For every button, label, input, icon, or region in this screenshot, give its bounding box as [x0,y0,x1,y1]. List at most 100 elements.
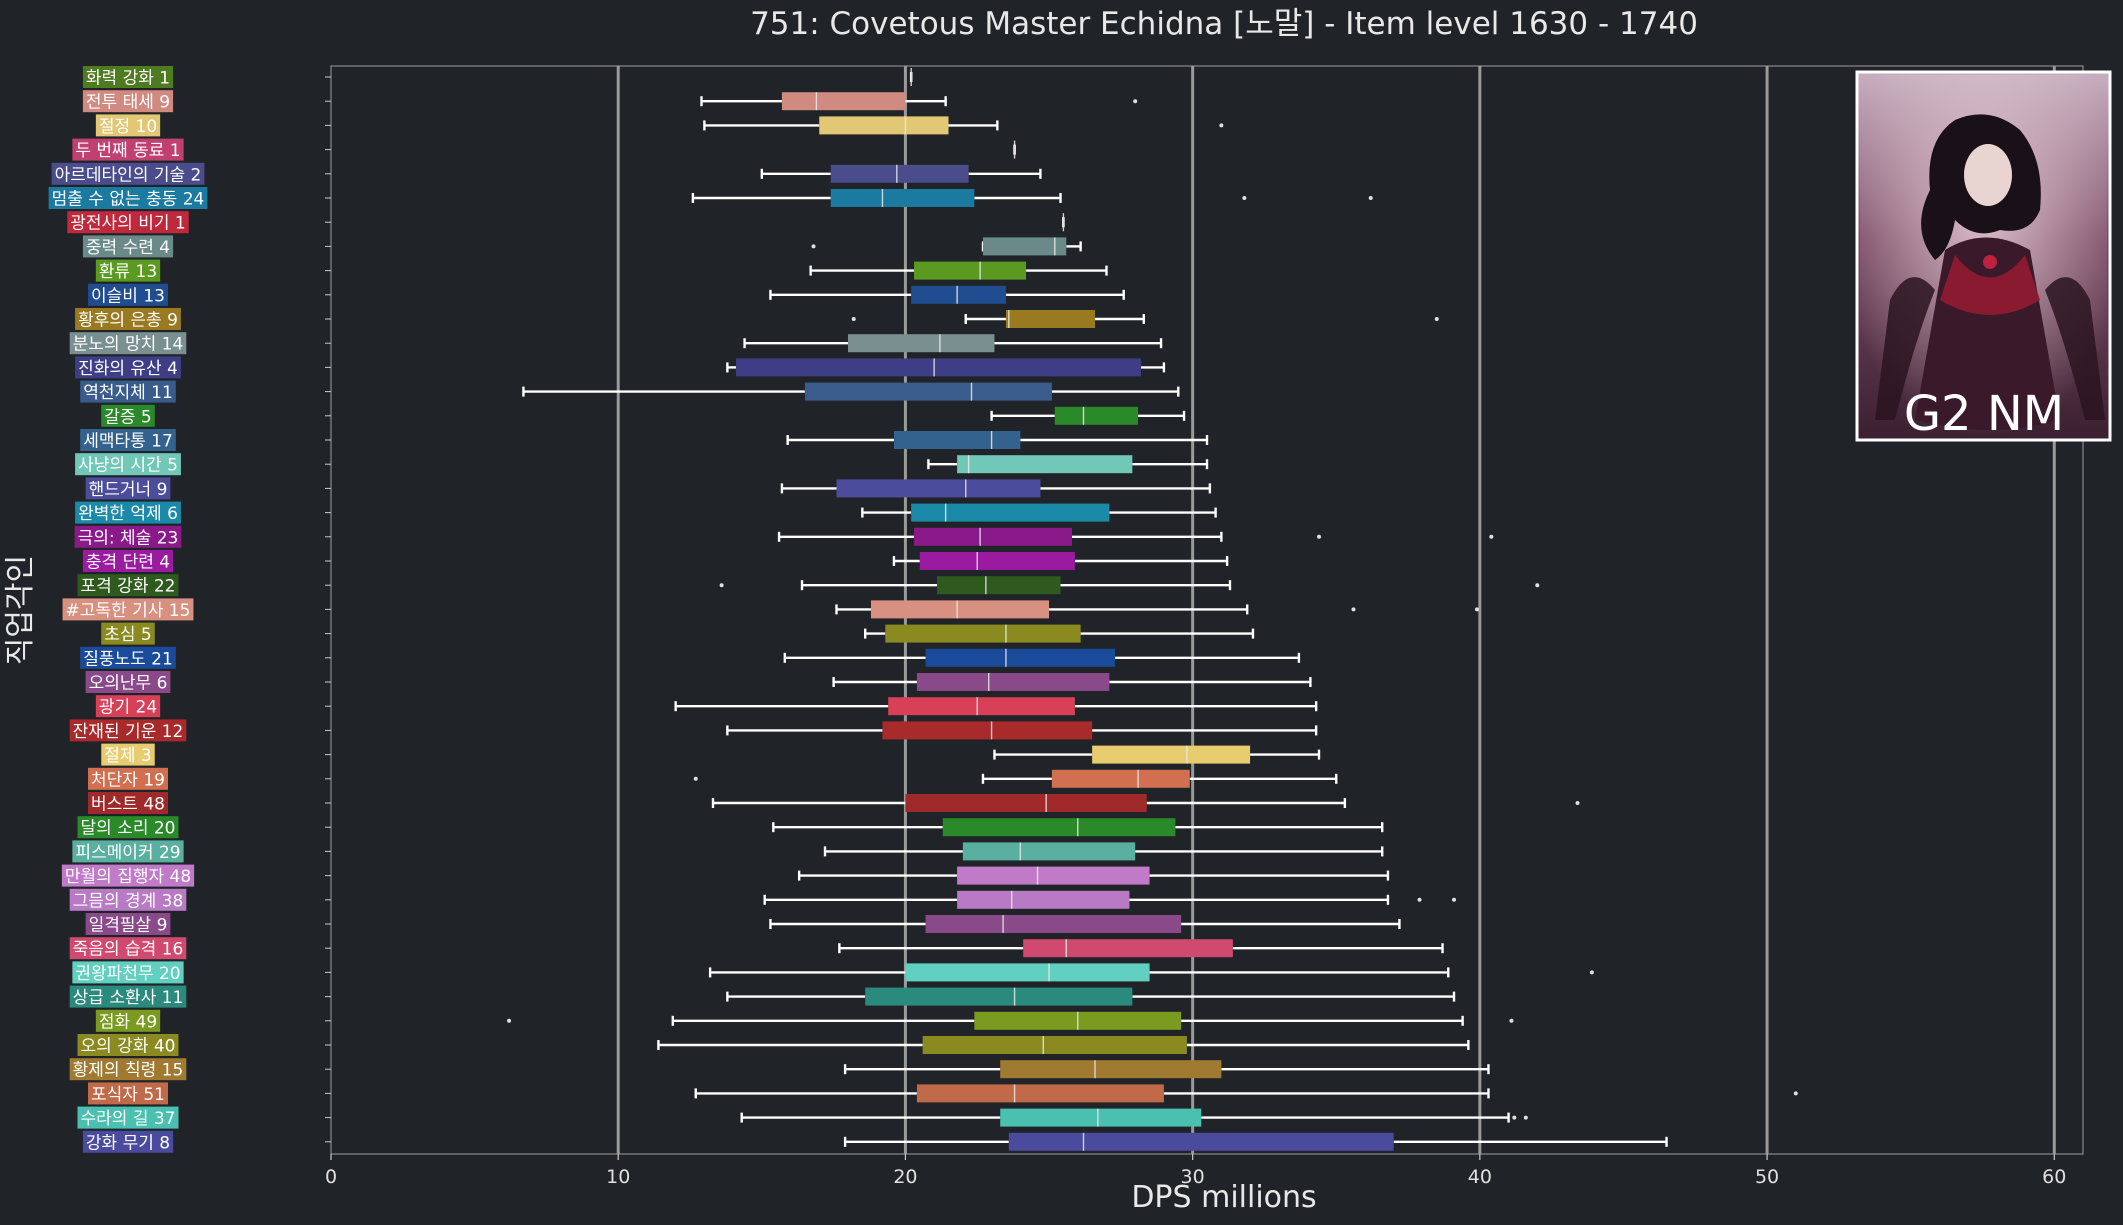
box-iqr [1008,1132,1394,1151]
outlier-point [811,244,816,249]
box-iqr [916,1084,1164,1103]
y-category-label: 초심 5 [101,622,155,645]
box-group [700,92,1138,111]
y-category-label: 질풍노도 21 [80,646,176,669]
box-series-layer [507,68,1798,1151]
y-category-label-bg [75,453,181,476]
box-group [783,648,1301,667]
y-category-label-text: 극의: 체술 23 [78,528,179,548]
y-category-label-bg [72,840,184,863]
box-iqr [781,92,906,111]
y-category-label-text: 진화의 유산 4 [78,359,178,379]
box-group [693,769,1338,788]
y-category-label: 만월의 집행자 48 [61,864,195,887]
box-group [726,987,1456,1006]
box-group [861,503,1217,522]
y-category-label-text: 충격 단련 4 [86,553,170,573]
x-tick-label: 40 [1468,1166,1492,1188]
box-group [719,576,1540,595]
y-category-label: 진화의 유산 4 [75,356,181,379]
y-category-label: 오의난무 6 [85,671,171,694]
y-category-label: 전투 태세 9 [82,90,174,113]
box-iqr [957,455,1133,474]
x-axis-ticks: 0 10 20 30 40 50 60 [325,1154,2066,1188]
y-category-label-bg [74,525,182,548]
box-group [809,261,1108,280]
y-category-label: 완벽한 억제 6 [75,501,181,524]
box-iqr [942,818,1176,837]
y-category-label: 절제 3 [101,743,155,766]
inset-figure-face [1964,144,2012,206]
box-group [711,794,1580,812]
y-category-label: 분노의 망치 14 [69,332,187,355]
y-category-label-bg [95,259,161,282]
box-iqr [937,576,1061,595]
y-category-label-text: 역천지체 11 [83,383,173,403]
y-category-label: 그믐의 경계 38 [69,888,187,911]
y-category-label: 점화 49 [95,1009,161,1032]
box-group [777,527,1494,546]
y-category-label-text: 분노의 망치 14 [73,335,184,355]
box-iqr [1051,769,1190,788]
y-category-label-text: 권왕파천무 20 [75,964,180,984]
outlier-point [1133,99,1138,104]
outlier-point [1434,317,1439,321]
x-axis-label: DPS millions [1131,1180,1316,1215]
y-category-label: 세맥타통 17 [80,429,176,452]
box-group [892,552,1229,570]
y-category-label-text: 두 번째 동료 1 [75,141,180,161]
y-category-label: 멈출 수 없는 충동 24 [48,187,208,210]
y-category-label: 포격 강화 22 [77,574,179,597]
box-group [993,745,1321,764]
y-category-label-text: 절제 3 [104,746,152,766]
box-iqr [905,963,1150,982]
y-category-label: 죽음의 습격 16 [69,937,187,960]
y-category-label: 극의: 체술 23 [74,525,182,548]
y-category-label-text: 그믐의 경계 38 [73,891,184,911]
y-category-label: 권왕파천무 20 [72,961,184,984]
y-category-label-bg [61,864,195,887]
outlier-point [1523,1115,1528,1120]
y-category-label-text: 절정 10 [99,117,157,137]
y-category-label: 핸드거너 9 [85,477,171,500]
outlier-point [507,1018,512,1023]
y-category-label-bg [69,937,187,960]
y-category-label: 절정 10 [95,114,161,137]
box-group [1013,140,1016,159]
x-tick-label: 0 [325,1166,337,1188]
y-category-label-text: 완벽한 억제 6 [78,504,178,524]
y-category-label: 오의 강화 40 [77,1034,179,1057]
y-category-label-bg [67,211,189,234]
box-group [726,358,1166,377]
y-category-label-text: 피스메이커 29 [75,843,180,863]
y-category-label: 황제의 칙령 15 [69,1058,187,1081]
box-group [832,673,1312,691]
box-iqr [836,479,1041,498]
y-category-label-bg [69,1058,187,1081]
y-category-label-bg [82,1130,174,1153]
y-category-label: 피스메이커 29 [72,840,184,863]
box-group [823,842,1384,861]
box-iqr [916,673,1110,691]
y-category-label-text: 화력 강화 1 [86,69,170,89]
box-iqr [982,237,1067,256]
y-category-label-bg [85,477,171,500]
y-category-label: 일격필살 9 [85,913,171,936]
box-group [864,624,1255,643]
y-category-label-bg [80,429,176,451]
y-category-label-text: 광기 24 [99,698,157,718]
box-iqr [914,527,1073,546]
y-category-label-bg [88,1082,168,1105]
y-category-label-text: 점화 49 [99,1012,157,1032]
outlier-point [1474,607,1479,612]
outlier-point [851,317,856,321]
y-category-label-text: 멈출 수 없는 충동 24 [52,190,205,210]
box-iqr [870,600,1050,619]
inset-image: G2 NM [1855,70,2112,442]
box-iqr [925,648,1116,667]
y-category-label-bg [85,671,171,693]
box-iqr [957,890,1130,909]
y-category-label-text: 초심 5 [104,625,152,645]
y-category-label-text: #고독한 기사 15 [66,601,191,621]
